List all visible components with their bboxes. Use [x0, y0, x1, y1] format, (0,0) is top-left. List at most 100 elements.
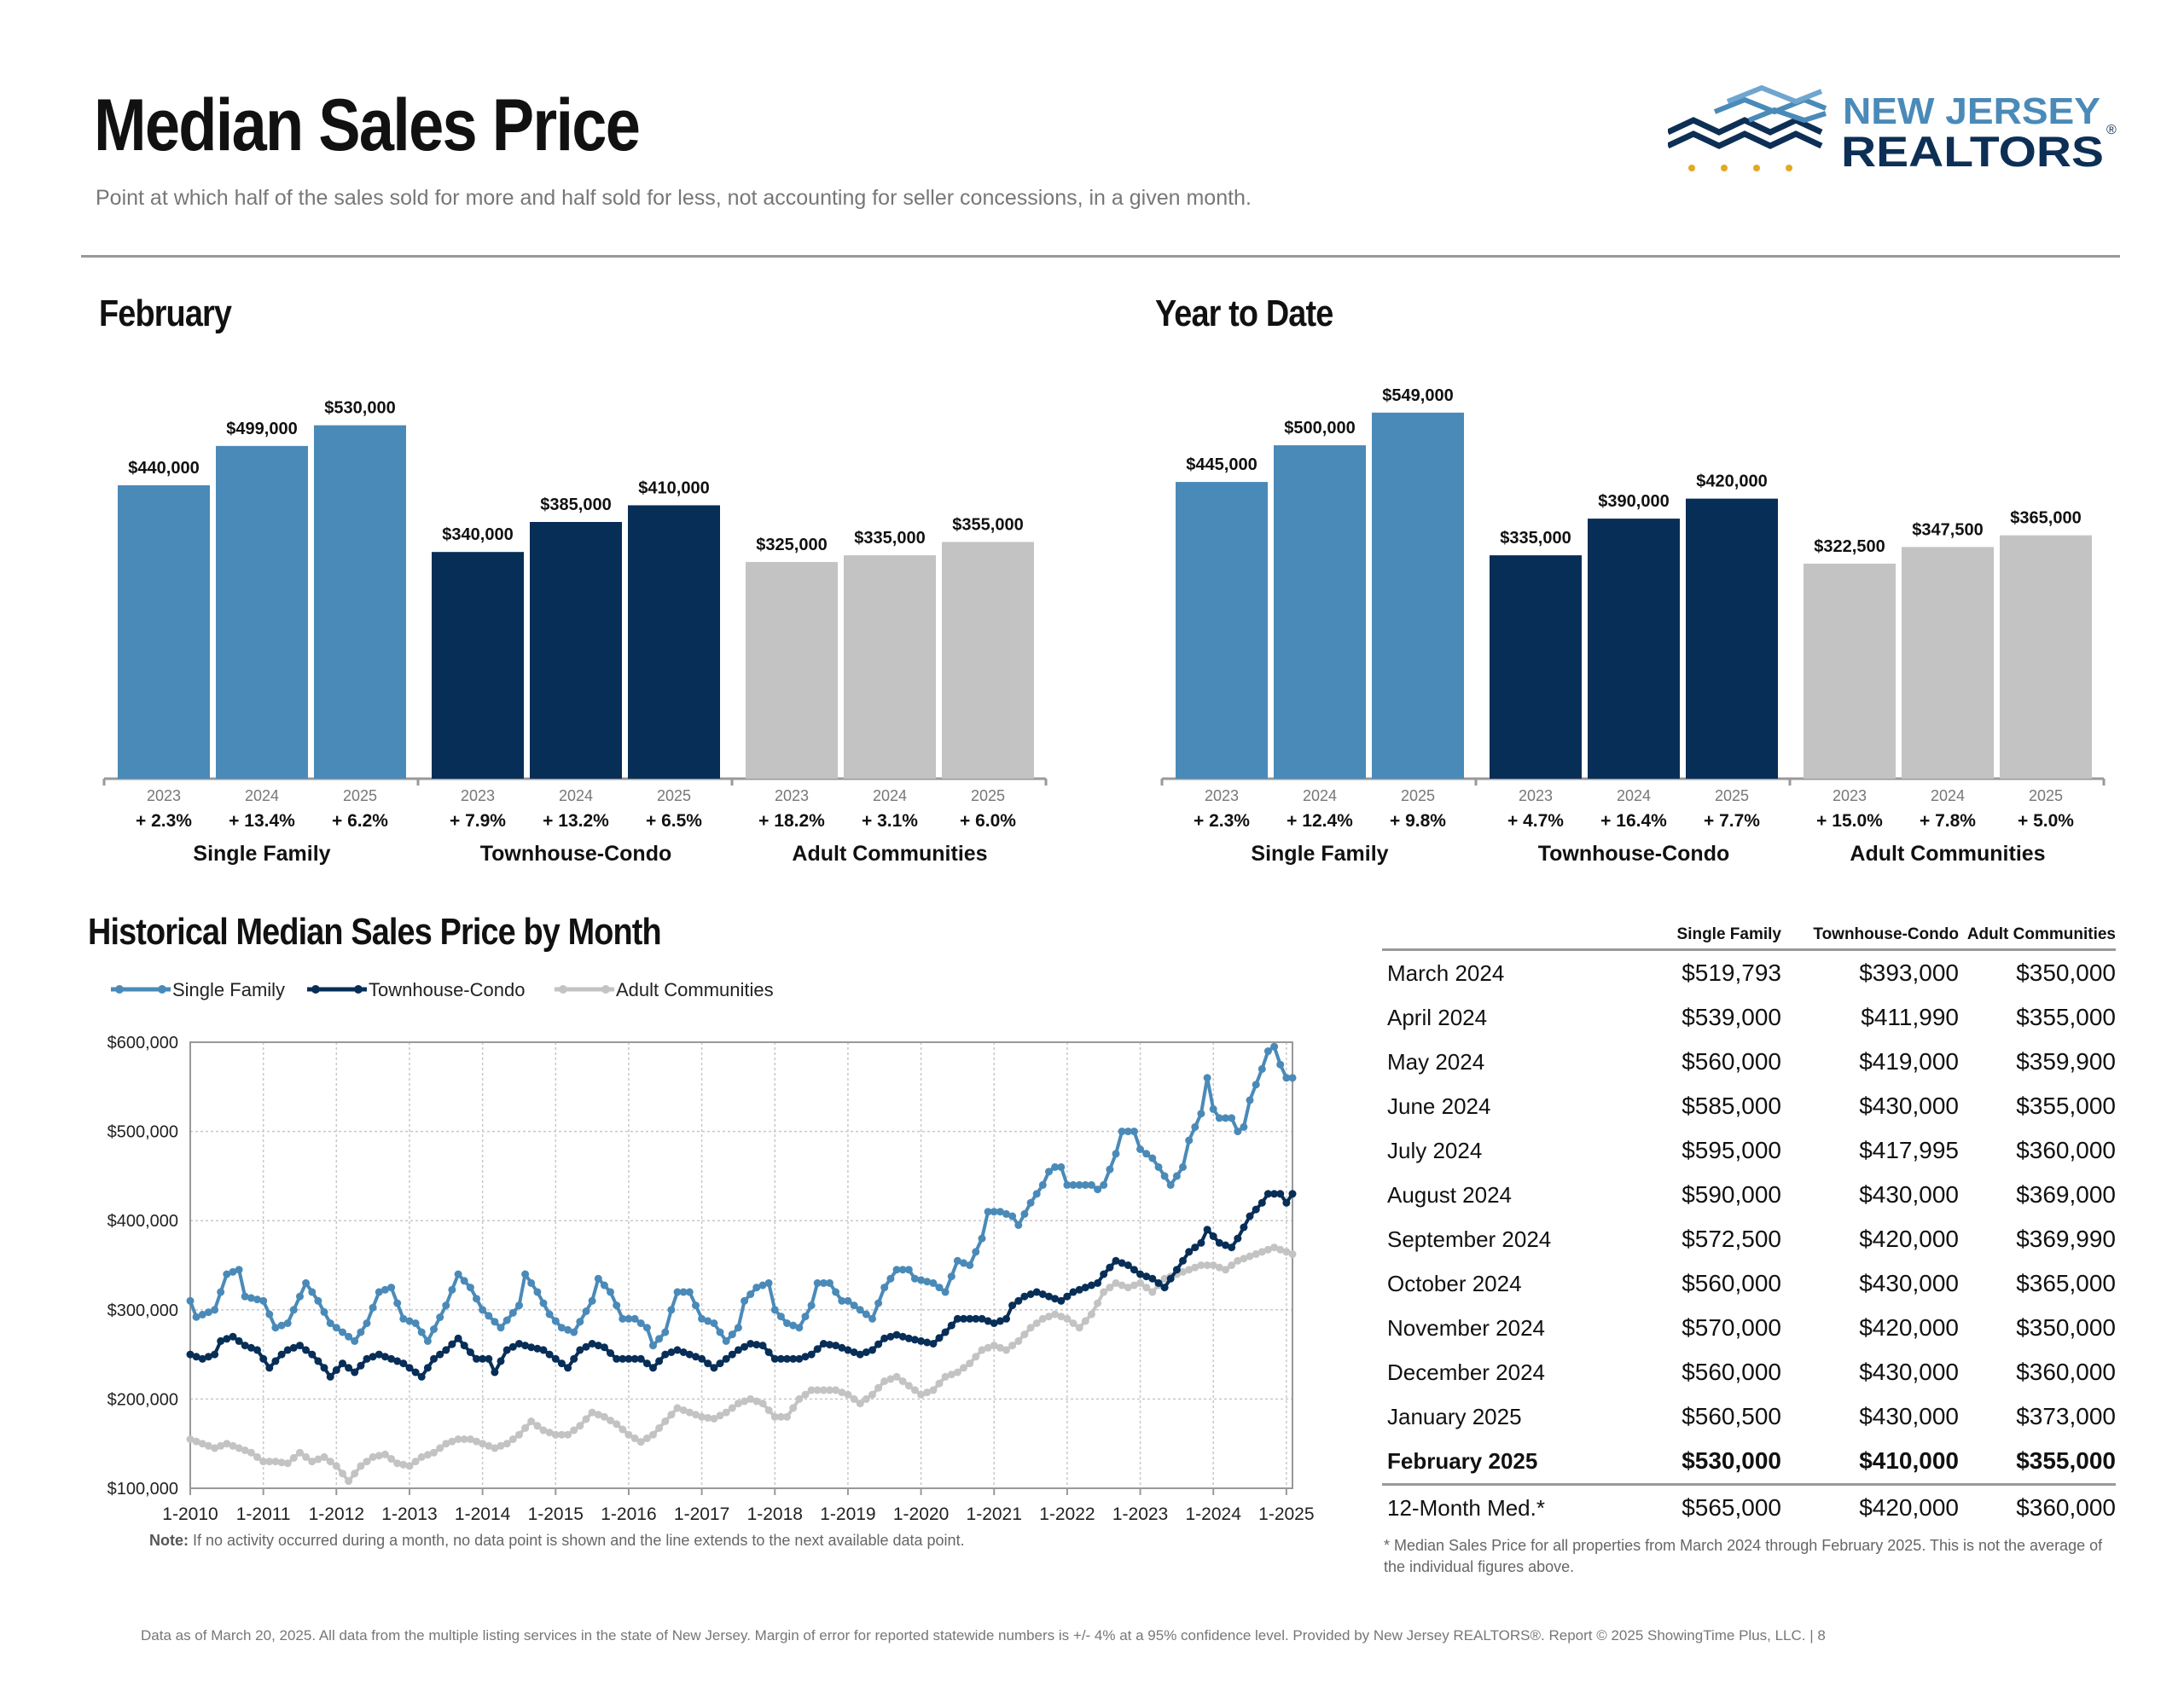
data-point — [576, 1346, 584, 1354]
table-header-period — [1382, 921, 1595, 951]
data-point — [1234, 1128, 1242, 1136]
table-cell-value: $419,000 — [1859, 1048, 1959, 1075]
legend-marker — [601, 985, 610, 994]
data-point — [1045, 1313, 1053, 1321]
data-point — [838, 1388, 846, 1397]
data-point — [704, 1413, 712, 1422]
table-cell-value: $360,000 — [2016, 1359, 2116, 1385]
data-point — [624, 1354, 633, 1363]
data-point — [667, 1306, 676, 1314]
data-point — [862, 1348, 870, 1356]
data-point — [423, 1451, 432, 1459]
data-point — [947, 1272, 956, 1281]
data-point — [417, 1452, 426, 1461]
ytd-chart-title: Year to Date — [1155, 293, 1333, 334]
data-point — [557, 1359, 566, 1368]
data-point — [1057, 1313, 1066, 1321]
legend-marker — [354, 985, 363, 994]
table-footnote: * Median Sales Price for all properties … — [1384, 1537, 2103, 1575]
data-point — [996, 1317, 1004, 1325]
february-change-label: + 6.0% — [960, 811, 1016, 831]
data-point — [819, 1278, 828, 1287]
table-cell-period: April 2024 — [1387, 1004, 1488, 1030]
table-cell-period: July 2024 — [1387, 1137, 1483, 1163]
data-point — [259, 1296, 268, 1305]
table-cell-value: $420,000 — [1859, 1494, 1959, 1521]
data-point — [491, 1318, 499, 1326]
data-point — [892, 1372, 901, 1381]
data-point — [271, 1324, 280, 1332]
data-point — [1215, 1114, 1223, 1122]
data-point — [819, 1340, 828, 1348]
data-point — [485, 1441, 493, 1450]
data-point — [302, 1346, 311, 1354]
data-point — [619, 1354, 627, 1363]
data-point — [978, 1234, 986, 1243]
data-point — [277, 1321, 286, 1330]
february-bar-value-label: $385,000 — [540, 496, 611, 514]
data-point — [1191, 1263, 1199, 1272]
x-tick-label: 1-2015 — [528, 1504, 584, 1524]
legend-label-single-family: Single Family — [172, 979, 285, 1000]
data-point — [332, 1324, 340, 1332]
data-point — [880, 1377, 889, 1385]
data-point — [533, 1344, 542, 1353]
data-point — [984, 1208, 992, 1216]
data-point — [1130, 1266, 1138, 1274]
data-point — [1185, 1136, 1194, 1145]
table-cell-period: 12-Month Med.* — [1387, 1494, 1545, 1521]
series-points-single-family — [186, 1042, 1297, 1350]
february-change-label: + 18.2% — [758, 811, 825, 831]
data-point — [1148, 1288, 1157, 1296]
data-point — [582, 1307, 590, 1315]
data-point — [929, 1386, 938, 1394]
data-point — [910, 1386, 919, 1394]
data-point — [752, 1284, 761, 1292]
data-point — [466, 1348, 474, 1356]
ytd-change-label: + 12.4% — [1287, 811, 1353, 831]
data-point — [229, 1332, 237, 1341]
data-point — [741, 1296, 749, 1305]
data-point — [1258, 1248, 1266, 1256]
data-point — [1045, 1292, 1053, 1301]
table-row: February 2025 $530,000 $410,000 $355,000 — [1382, 1439, 2116, 1486]
data-point — [1075, 1324, 1083, 1332]
data-point — [1069, 1319, 1077, 1327]
data-point — [826, 1386, 834, 1394]
data-point — [570, 1354, 578, 1363]
data-point — [302, 1452, 311, 1461]
data-point — [1100, 1270, 1108, 1278]
february-bar — [432, 552, 524, 779]
data-point — [813, 1278, 822, 1287]
data-point — [283, 1346, 292, 1354]
data-point — [296, 1448, 304, 1457]
data-point — [886, 1375, 895, 1383]
data-point — [259, 1458, 268, 1466]
data-point — [235, 1266, 243, 1274]
data-point — [642, 1434, 651, 1442]
ytd-bar-value-label: $500,000 — [1284, 419, 1355, 438]
page-title: Median Sales Price — [94, 84, 641, 166]
data-point — [223, 1270, 231, 1278]
data-point — [941, 1328, 950, 1336]
data-point — [502, 1440, 511, 1448]
data-point — [776, 1313, 785, 1321]
x-tick-label: 1-2021 — [967, 1504, 1022, 1524]
table-row: January 2025 $560,500 $430,000 $373,000 — [1382, 1394, 2116, 1439]
data-point — [1197, 1238, 1205, 1247]
february-change-label: + 2.3% — [136, 811, 192, 831]
february-year-label: 2025 — [343, 787, 377, 804]
february-year-label: 2025 — [657, 787, 691, 804]
data-point — [198, 1310, 206, 1319]
february-year-label: 2023 — [775, 787, 809, 804]
data-point — [642, 1359, 651, 1368]
data-point — [1222, 1266, 1229, 1274]
table-cell-value: $565,000 — [1682, 1494, 1781, 1521]
data-point — [698, 1354, 706, 1363]
data-point — [594, 1342, 602, 1350]
data-point — [1154, 1162, 1163, 1171]
data-point — [289, 1453, 298, 1462]
data-point — [1234, 1256, 1242, 1265]
data-point — [661, 1350, 670, 1359]
data-point — [1270, 1190, 1279, 1198]
